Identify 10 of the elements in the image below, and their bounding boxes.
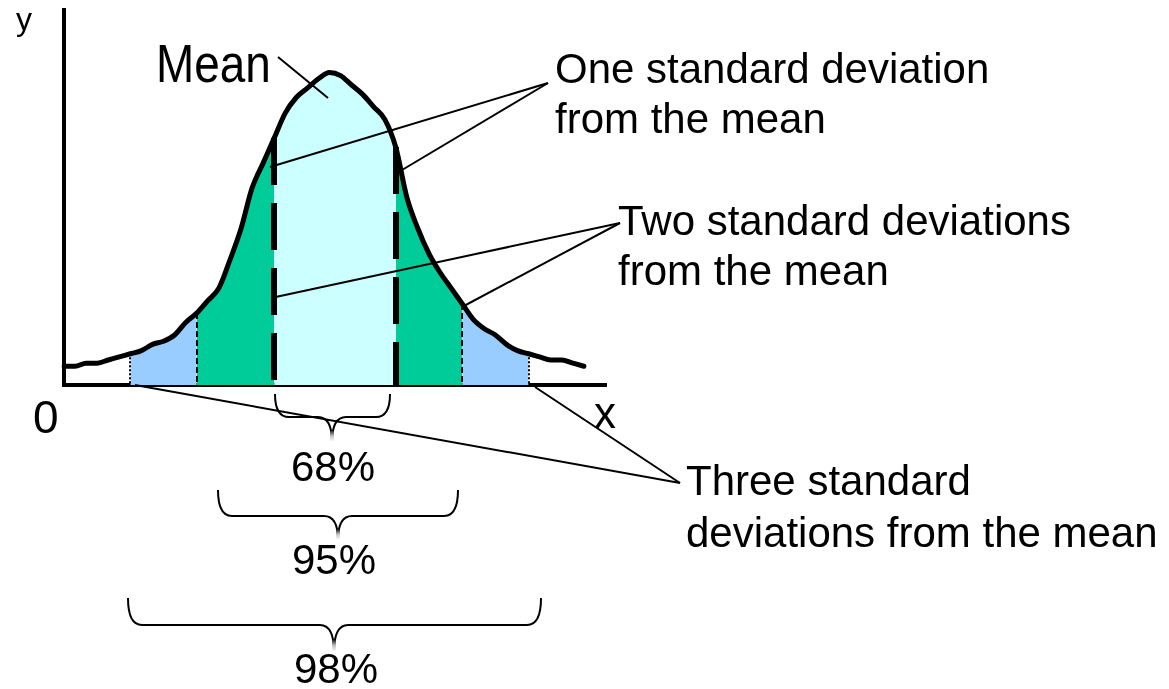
text: 95%: [290, 536, 378, 583]
text: 98%: [292, 645, 380, 689]
text: 68%: [289, 443, 377, 490]
annotation: One standard deviation from the mean: [555, 44, 991, 144]
text: Three standard deviations from the mean: [686, 456, 1159, 558]
y-axis-title: y: [16, 1, 32, 37]
x-axis-title: x: [594, 388, 616, 437]
text: 0: [33, 391, 59, 443]
text: Two standard deviations from the mean: [618, 196, 1072, 296]
annotation: Mean: [156, 33, 271, 93]
